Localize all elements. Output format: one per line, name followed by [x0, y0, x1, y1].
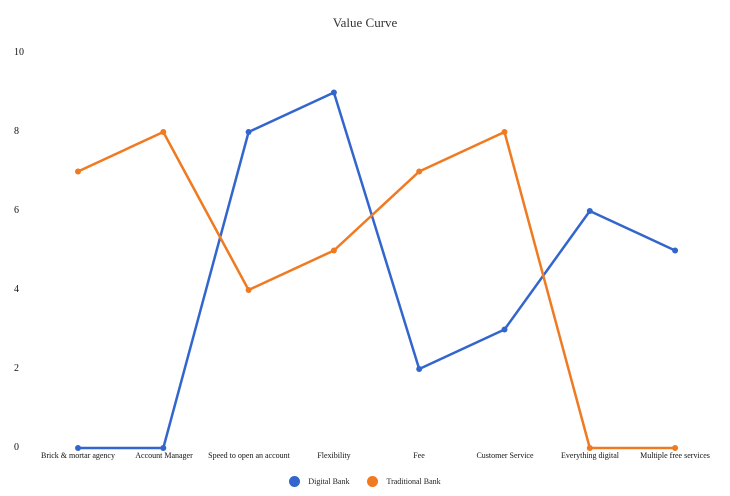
data-point[interactable]: [586, 208, 593, 214]
legend-item-traditional-bank[interactable]: Traditional Bank: [367, 476, 441, 487]
data-point[interactable]: [416, 168, 423, 175]
data-point[interactable]: [501, 129, 508, 135]
y-tick-label: 8: [14, 126, 19, 137]
y-tick-label: 4: [14, 284, 19, 295]
traditional-bank-swatch-icon: [367, 476, 379, 487]
data-point[interactable]: [501, 326, 508, 333]
y-tick-label: 2: [14, 363, 19, 374]
data-point[interactable]: [416, 366, 423, 372]
series-line: [78, 91, 676, 450]
data-point[interactable]: [160, 129, 167, 135]
series-traditional-bank: [75, 129, 679, 451]
x-tick-label: Multiple free services: [640, 451, 710, 460]
y-tick-label: 6: [14, 205, 19, 216]
legend-label: Digital Bank: [308, 477, 350, 486]
y-tick-label: 10: [14, 47, 24, 58]
data-point[interactable]: [672, 445, 679, 451]
x-tick-label: Fee: [413, 451, 425, 460]
series-digital-bank: [75, 89, 679, 451]
series-line: [77, 130, 676, 450]
data-point[interactable]: [75, 445, 81, 451]
data-point[interactable]: [245, 287, 252, 293]
data-point[interactable]: [160, 445, 167, 451]
x-tick-label: Customer Service: [476, 451, 534, 460]
y-tick-label: 0: [14, 442, 19, 453]
x-tick-label: Flexibility: [317, 451, 351, 460]
data-point[interactable]: [672, 247, 679, 254]
digital-bank-swatch-icon: [289, 476, 301, 487]
x-tick-label: Brick & mortar agency: [41, 451, 115, 460]
data-point[interactable]: [330, 89, 337, 96]
x-tick-label: Speed to open an account: [208, 451, 290, 460]
chart-title: Value Curve: [332, 15, 398, 30]
legend-item-digital-bank[interactable]: Digital Bank: [289, 476, 349, 487]
legend-label: Traditional Bank: [386, 477, 441, 486]
data-point[interactable]: [586, 445, 593, 451]
x-tick-label: Everything digital: [561, 451, 619, 460]
x-tick-label: Account Manager: [135, 451, 193, 460]
data-point[interactable]: [245, 129, 252, 135]
data-point[interactable]: [75, 168, 81, 175]
chart-legend: Digital Bank Traditional Bank: [0, 476, 730, 487]
data-point[interactable]: [330, 247, 337, 254]
